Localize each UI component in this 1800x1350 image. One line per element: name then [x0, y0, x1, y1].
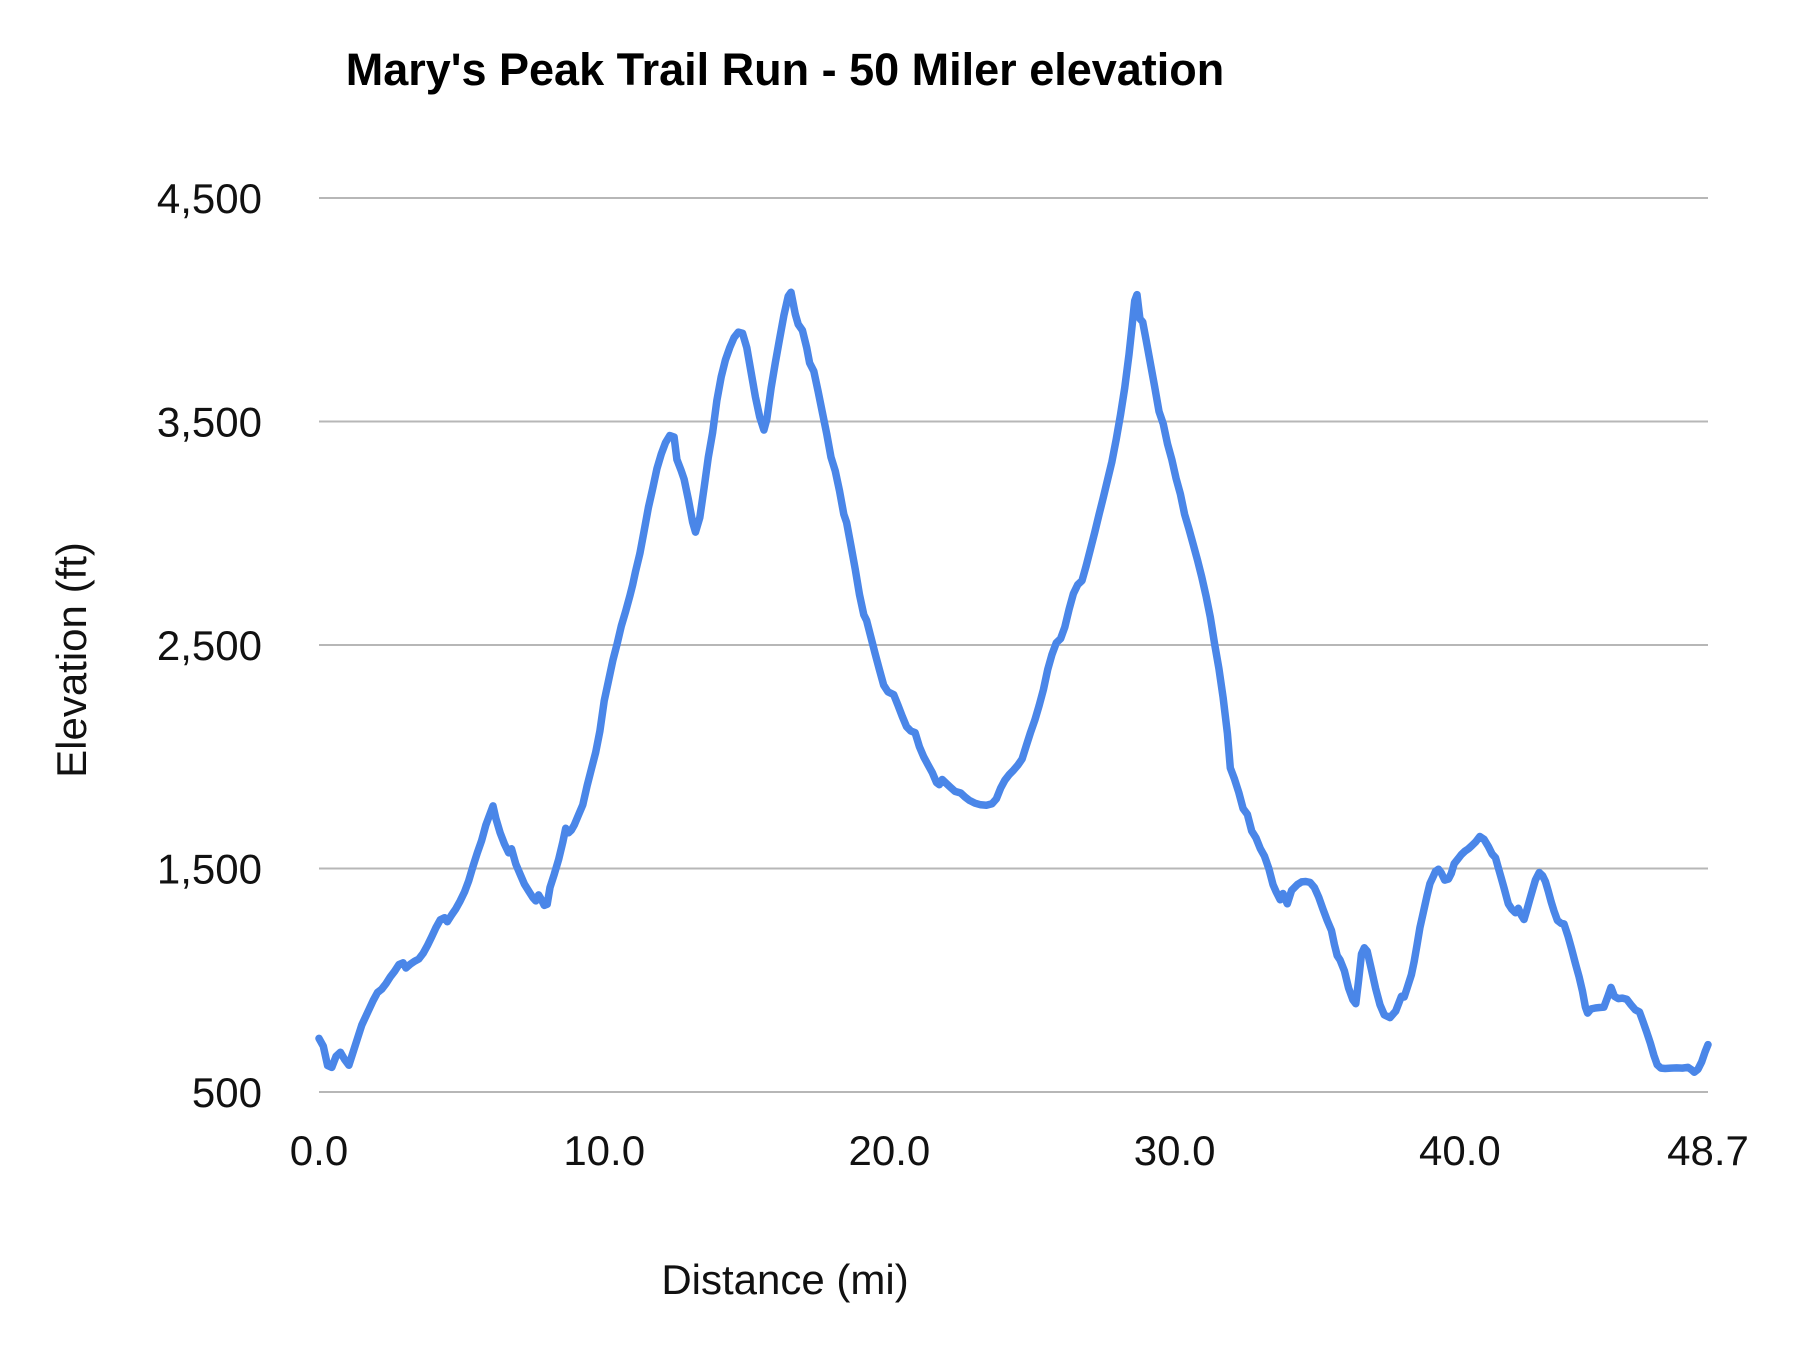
x-tick-label: 10.0 — [563, 1127, 645, 1174]
y-tick-label: 4,500 — [157, 175, 262, 222]
y-axis-tick-labels: 500 1,500 2,500 3,500 4,500 — [157, 175, 262, 1116]
y-tick-label: 2,500 — [157, 622, 262, 669]
y-tick-label: 1,500 — [157, 846, 262, 893]
x-tick-label: 20.0 — [849, 1127, 931, 1174]
y-tick-label: 3,500 — [157, 399, 262, 446]
chart-title: Mary's Peak Trail Run - 50 Miler elevati… — [345, 44, 1225, 95]
elevation-line — [315, 288, 1712, 1077]
x-tick-label: 48.7 — [1667, 1127, 1749, 1174]
x-tick-label: 0.0 — [290, 1127, 348, 1174]
gridlines — [319, 197, 1708, 1093]
y-tick-label: 500 — [192, 1069, 262, 1116]
x-tick-label: 40.0 — [1419, 1127, 1501, 1174]
x-axis-title: Distance (mi) — [661, 1256, 909, 1303]
x-tick-label: 30.0 — [1134, 1127, 1216, 1174]
x-axis-tick-labels: 0.0 10.0 20.0 30.0 40.0 48.7 — [290, 1127, 1749, 1174]
